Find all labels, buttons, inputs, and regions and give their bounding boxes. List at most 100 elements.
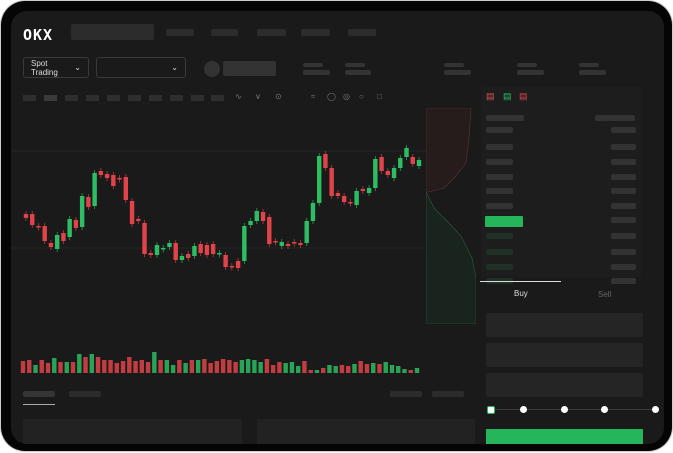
stat-value bbox=[517, 70, 544, 75]
candle bbox=[323, 154, 328, 168]
line-tool-icon[interactable]: ≈ bbox=[311, 92, 316, 101]
candle bbox=[416, 160, 422, 166]
candle bbox=[48, 243, 54, 247]
candle bbox=[285, 244, 291, 246]
candle bbox=[42, 226, 47, 241]
timeframe-button[interactable] bbox=[170, 95, 183, 101]
nav-item[interactable] bbox=[257, 29, 286, 36]
amount-input[interactable] bbox=[486, 343, 643, 367]
timeframe-icon[interactable]: ⊙ bbox=[275, 92, 282, 101]
volume-bar bbox=[220, 359, 226, 373]
nav-item[interactable] bbox=[166, 29, 194, 36]
volume-bar bbox=[183, 363, 188, 373]
timeframe-button[interactable] bbox=[65, 95, 78, 101]
filter-button[interactable] bbox=[390, 391, 422, 397]
tab-order-history[interactable] bbox=[69, 391, 101, 397]
buy-button[interactable] bbox=[486, 429, 643, 444]
volume-bar bbox=[320, 368, 326, 373]
brush-icon[interactable]: ◯ bbox=[327, 92, 336, 101]
slider-step-100[interactable] bbox=[652, 406, 659, 413]
order-size bbox=[611, 217, 636, 223]
slider-track[interactable] bbox=[491, 409, 656, 410]
slider-handle[interactable] bbox=[487, 406, 495, 414]
stat-label bbox=[517, 63, 537, 67]
last-price-highlight bbox=[485, 216, 523, 227]
volume-bar bbox=[264, 359, 270, 373]
order-size bbox=[611, 144, 636, 150]
timeframe-button-active[interactable] bbox=[44, 95, 57, 101]
candle bbox=[192, 246, 197, 256]
candle bbox=[217, 253, 222, 255]
ask-price[interactable] bbox=[486, 159, 513, 165]
order-size bbox=[611, 127, 636, 133]
orderbook-header bbox=[595, 115, 635, 121]
order-size bbox=[611, 174, 636, 180]
price-input[interactable] bbox=[486, 313, 643, 337]
total-input[interactable] bbox=[486, 373, 643, 397]
stat-value bbox=[444, 70, 471, 75]
volume-bar bbox=[383, 362, 388, 373]
nav-item[interactable] bbox=[348, 29, 376, 36]
bid-price[interactable] bbox=[486, 249, 513, 255]
ask-price[interactable] bbox=[486, 174, 513, 180]
candle bbox=[398, 158, 403, 168]
slider-step-25[interactable] bbox=[520, 406, 527, 413]
orderbook-both-icon[interactable]: ▤ bbox=[486, 91, 495, 101]
volume-bar bbox=[195, 360, 201, 373]
tab-open-orders[interactable] bbox=[23, 391, 55, 397]
candle bbox=[92, 173, 97, 206]
volume-bar bbox=[20, 361, 26, 373]
stat-value bbox=[345, 70, 371, 75]
volume-bar bbox=[289, 362, 295, 373]
order-size bbox=[611, 203, 636, 209]
nav-item[interactable] bbox=[211, 29, 238, 36]
depth-chart bbox=[426, 108, 476, 324]
slider-step-75[interactable] bbox=[601, 406, 608, 413]
volume-bar bbox=[371, 363, 376, 373]
volume-bar bbox=[245, 359, 251, 373]
market-select[interactable]: Spot Trading ⌄ bbox=[23, 57, 89, 78]
buy-tab[interactable]: Buy bbox=[514, 289, 528, 298]
timeframe-button[interactable] bbox=[149, 95, 162, 101]
volume-bar bbox=[39, 360, 44, 373]
timeframe-button[interactable] bbox=[86, 95, 99, 101]
candle bbox=[373, 159, 378, 188]
bid-price[interactable] bbox=[486, 264, 513, 270]
candle bbox=[154, 245, 160, 255]
fullscreen-icon[interactable]: □ bbox=[377, 92, 382, 101]
filter-button[interactable] bbox=[432, 391, 464, 397]
timeframe-button[interactable] bbox=[191, 95, 204, 101]
candle bbox=[136, 219, 141, 221]
sell-tab[interactable]: Sell bbox=[598, 290, 612, 299]
okx-logo[interactable]: OKX bbox=[23, 26, 54, 44]
volume-bar bbox=[95, 357, 101, 373]
volume-bar bbox=[208, 363, 213, 373]
indicator-icon[interactable]: ∿ bbox=[235, 92, 242, 101]
orderbook-asks-icon[interactable]: ▤ bbox=[519, 91, 528, 101]
candle bbox=[242, 226, 247, 261]
volume-bar bbox=[70, 362, 76, 373]
nav-item[interactable] bbox=[301, 29, 330, 36]
ask-price[interactable] bbox=[486, 203, 513, 209]
timeframe-button[interactable] bbox=[211, 95, 224, 101]
timeframe-button[interactable] bbox=[23, 95, 36, 101]
measure-icon[interactable]: ◎ bbox=[343, 92, 350, 101]
ask-price[interactable] bbox=[486, 127, 513, 133]
ask-price[interactable] bbox=[486, 188, 513, 194]
orderbook-bids-icon[interactable]: ▤ bbox=[503, 91, 512, 101]
pair-select[interactable]: ⌄ bbox=[96, 57, 186, 78]
timeframe-button[interactable] bbox=[107, 95, 120, 101]
chart-type-icon[interactable]: ∨ bbox=[255, 92, 261, 101]
candle bbox=[341, 196, 347, 202]
candle bbox=[167, 243, 172, 247]
search-placeholder[interactable] bbox=[71, 24, 154, 40]
candlestick-chart[interactable] bbox=[11, 108, 426, 373]
app-screen: OKX Spot Trading ⌄ ⌄ ∿ ∨ ⊙ ≈ ◯ ◎ ○ □ bbox=[11, 11, 664, 444]
candle bbox=[335, 193, 341, 196]
settings-icon[interactable]: ○ bbox=[359, 92, 364, 101]
bid-price[interactable] bbox=[486, 233, 513, 239]
timeframe-button[interactable] bbox=[128, 95, 141, 101]
candle bbox=[304, 221, 309, 243]
slider-step-50[interactable] bbox=[561, 406, 568, 413]
ask-price[interactable] bbox=[486, 144, 513, 150]
